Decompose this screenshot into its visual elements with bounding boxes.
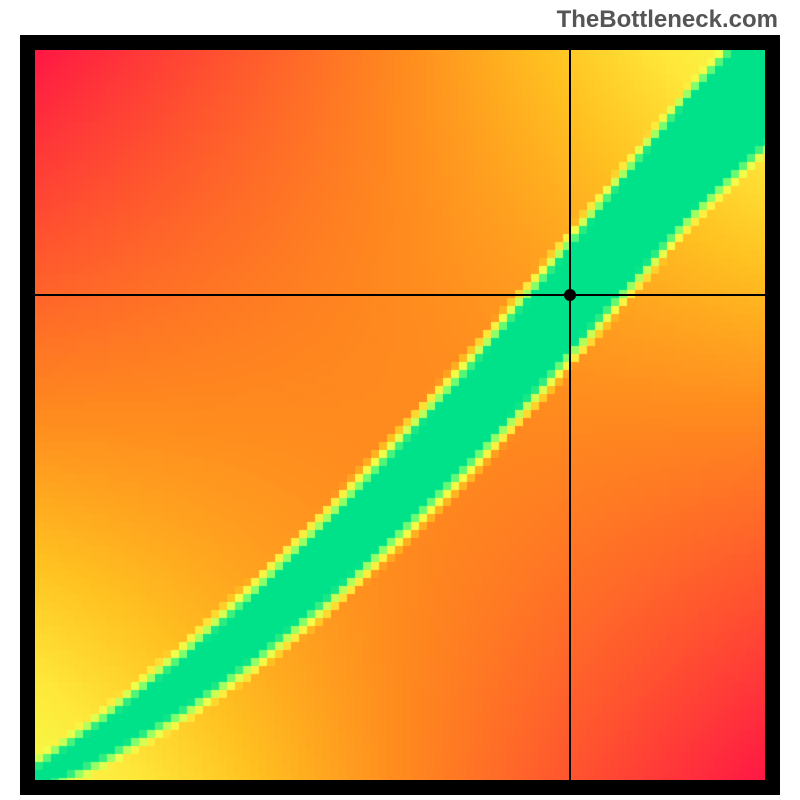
heatmap-canvas	[35, 50, 765, 780]
crosshair-marker	[564, 289, 576, 301]
crosshair-horizontal	[35, 294, 765, 296]
plot-area	[35, 50, 765, 780]
watermark-text: TheBottleneck.com	[557, 6, 778, 34]
crosshair-vertical	[569, 50, 571, 780]
